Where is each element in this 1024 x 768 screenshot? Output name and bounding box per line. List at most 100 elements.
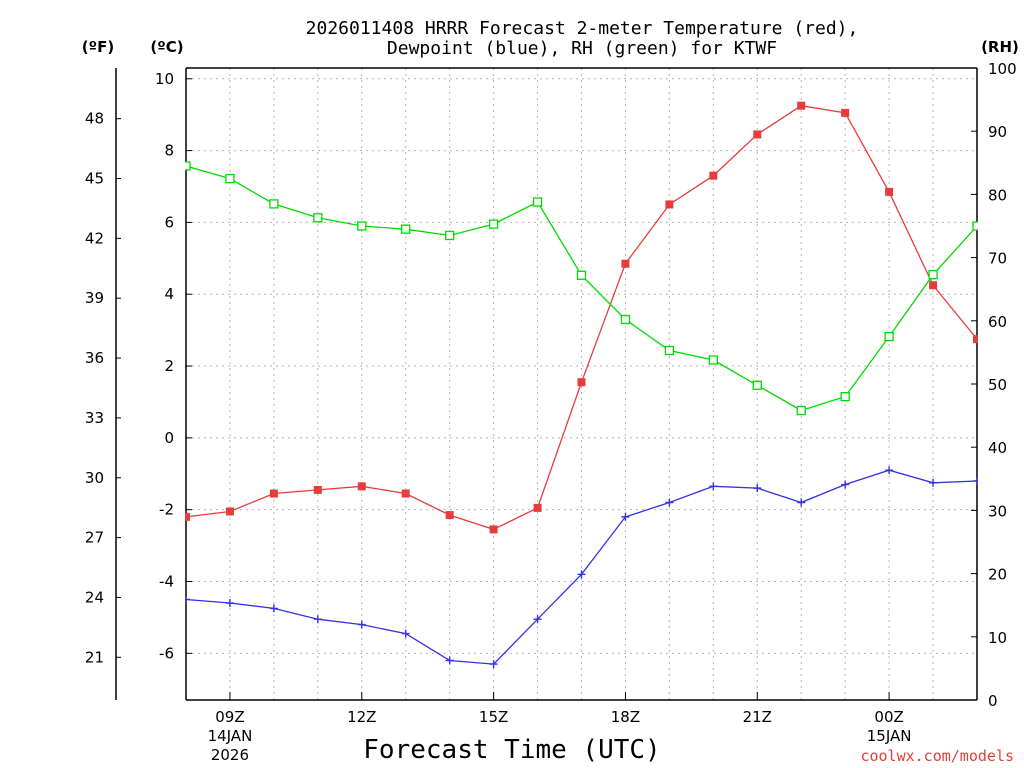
rh-point	[401, 224, 411, 234]
temperature-point	[533, 503, 542, 512]
fahrenheit-tick-label: 24	[85, 588, 104, 606]
dewpoint-point	[973, 476, 978, 485]
x-tick-label: 12Z	[347, 708, 376, 726]
fahrenheit-tick-label: 36	[85, 349, 104, 367]
rh-line	[185, 165, 978, 412]
celsius-tick-label: 4	[164, 285, 174, 303]
celsius-tick-label: 2	[164, 357, 174, 375]
rh-point	[488, 219, 499, 229]
axes	[115, 67, 978, 701]
dewpoint-point	[753, 484, 762, 493]
celsius-unit-label: (ºC)	[150, 38, 183, 56]
fahrenheit-tick-label: 39	[85, 289, 104, 307]
rh-tick-label: 100	[988, 60, 1017, 78]
fahrenheit-tick-label: 21	[85, 648, 104, 666]
fahrenheit-tick-label: 45	[85, 170, 104, 188]
rh-point	[664, 345, 675, 356]
temperature-point	[929, 281, 938, 290]
temperature-point	[973, 335, 978, 344]
celsius-tick-label: 0	[164, 429, 174, 447]
series-rh	[185, 161, 978, 416]
fahrenheit-tick-label: 27	[85, 529, 104, 547]
rh-point	[225, 173, 235, 184]
rh-point	[972, 221, 978, 231]
rh-point	[532, 197, 543, 207]
temperature-point	[357, 482, 366, 491]
dewpoint-point	[621, 512, 630, 521]
chart-title-line2: Dewpoint (blue), RH (green) for KTWF	[387, 38, 777, 59]
rh-point	[357, 221, 367, 231]
rh-tick-label: 30	[988, 502, 1007, 520]
celsius-tick-label: -4	[159, 573, 174, 591]
rh-tick-label: 90	[988, 123, 1007, 141]
temperature-point	[665, 200, 674, 209]
temperature-point	[445, 511, 454, 520]
dewpoint-point	[841, 480, 850, 489]
rh-tick-label: 60	[988, 313, 1007, 331]
rh-tick-label: 40	[988, 439, 1007, 457]
temperature-point	[797, 101, 806, 110]
series-dewpoint	[185, 466, 978, 669]
rh-tick-label: 80	[988, 186, 1007, 204]
rh-tick-label: 50	[988, 376, 1007, 394]
tick-labels: -6-4-20246810212427303336394245480102030…	[85, 60, 1017, 764]
data-series	[185, 101, 978, 669]
temperature-point	[577, 378, 586, 387]
temperature-point	[621, 259, 630, 268]
dewpoint-point	[401, 629, 410, 638]
dewpoint-point	[533, 615, 542, 624]
rh-tick-label: 20	[988, 566, 1007, 584]
fahrenheit-tick-label: 42	[85, 229, 104, 247]
rh-point	[185, 161, 191, 171]
dewpoint-point	[313, 615, 322, 624]
dewpoint-point	[445, 656, 454, 665]
x-tick-label: 21Z	[743, 708, 772, 726]
temperature-point	[401, 489, 410, 498]
x-tick-year: 2026	[211, 746, 249, 764]
celsius-tick-label: -6	[159, 644, 174, 662]
temperature-point	[709, 171, 718, 180]
rh-point	[928, 270, 938, 280]
rh-point	[620, 314, 631, 325]
x-tick-label: 18Z	[611, 708, 640, 726]
series-temperature	[185, 101, 978, 534]
dewpoint-point	[225, 599, 234, 608]
celsius-tick-label: 10	[155, 70, 174, 88]
rh-point	[269, 199, 279, 209]
temperature-point	[313, 485, 322, 494]
dewpoint-point	[797, 498, 806, 507]
x-axis-title: Forecast Time (UTC)	[363, 735, 660, 765]
fahrenheit-tick-label: 30	[85, 469, 104, 487]
dewpoint-point	[489, 660, 498, 669]
x-tick-label: 15Z	[479, 708, 508, 726]
temperature-point	[225, 507, 234, 516]
x-tick-date: 15JAN	[867, 727, 912, 745]
temperature-point	[753, 130, 762, 139]
chart-title-line1: 2026011408 HRRR Forecast 2-meter Tempera…	[306, 18, 859, 39]
dewpoint-point	[709, 482, 718, 491]
rh-point	[708, 355, 718, 365]
rh-unit-label: (RH)	[981, 38, 1019, 56]
temperature-point	[269, 489, 278, 498]
rh-tick-label: 0	[988, 692, 998, 710]
dewpoint-point	[577, 570, 586, 579]
dewpoint-point	[185, 595, 190, 604]
rh-point	[840, 391, 850, 402]
dewpoint-point	[885, 466, 894, 475]
rh-point	[445, 230, 455, 241]
dewpoint-point	[665, 498, 674, 507]
celsius-tick-label: 8	[164, 142, 174, 160]
dewpoint-point	[357, 620, 366, 629]
temperature-point	[489, 525, 498, 534]
rh-tick-label: 70	[988, 250, 1007, 268]
dewpoint-point	[929, 478, 938, 487]
rh-point	[752, 380, 762, 390]
temperature-point	[841, 108, 850, 117]
dewpoint-point	[269, 604, 278, 613]
rh-tick-label: 10	[988, 629, 1007, 647]
temperature-point	[185, 512, 190, 521]
celsius-tick-label: 6	[164, 213, 174, 231]
rh-point	[884, 331, 894, 342]
credit-text: coolwx.com/models	[860, 747, 1014, 765]
